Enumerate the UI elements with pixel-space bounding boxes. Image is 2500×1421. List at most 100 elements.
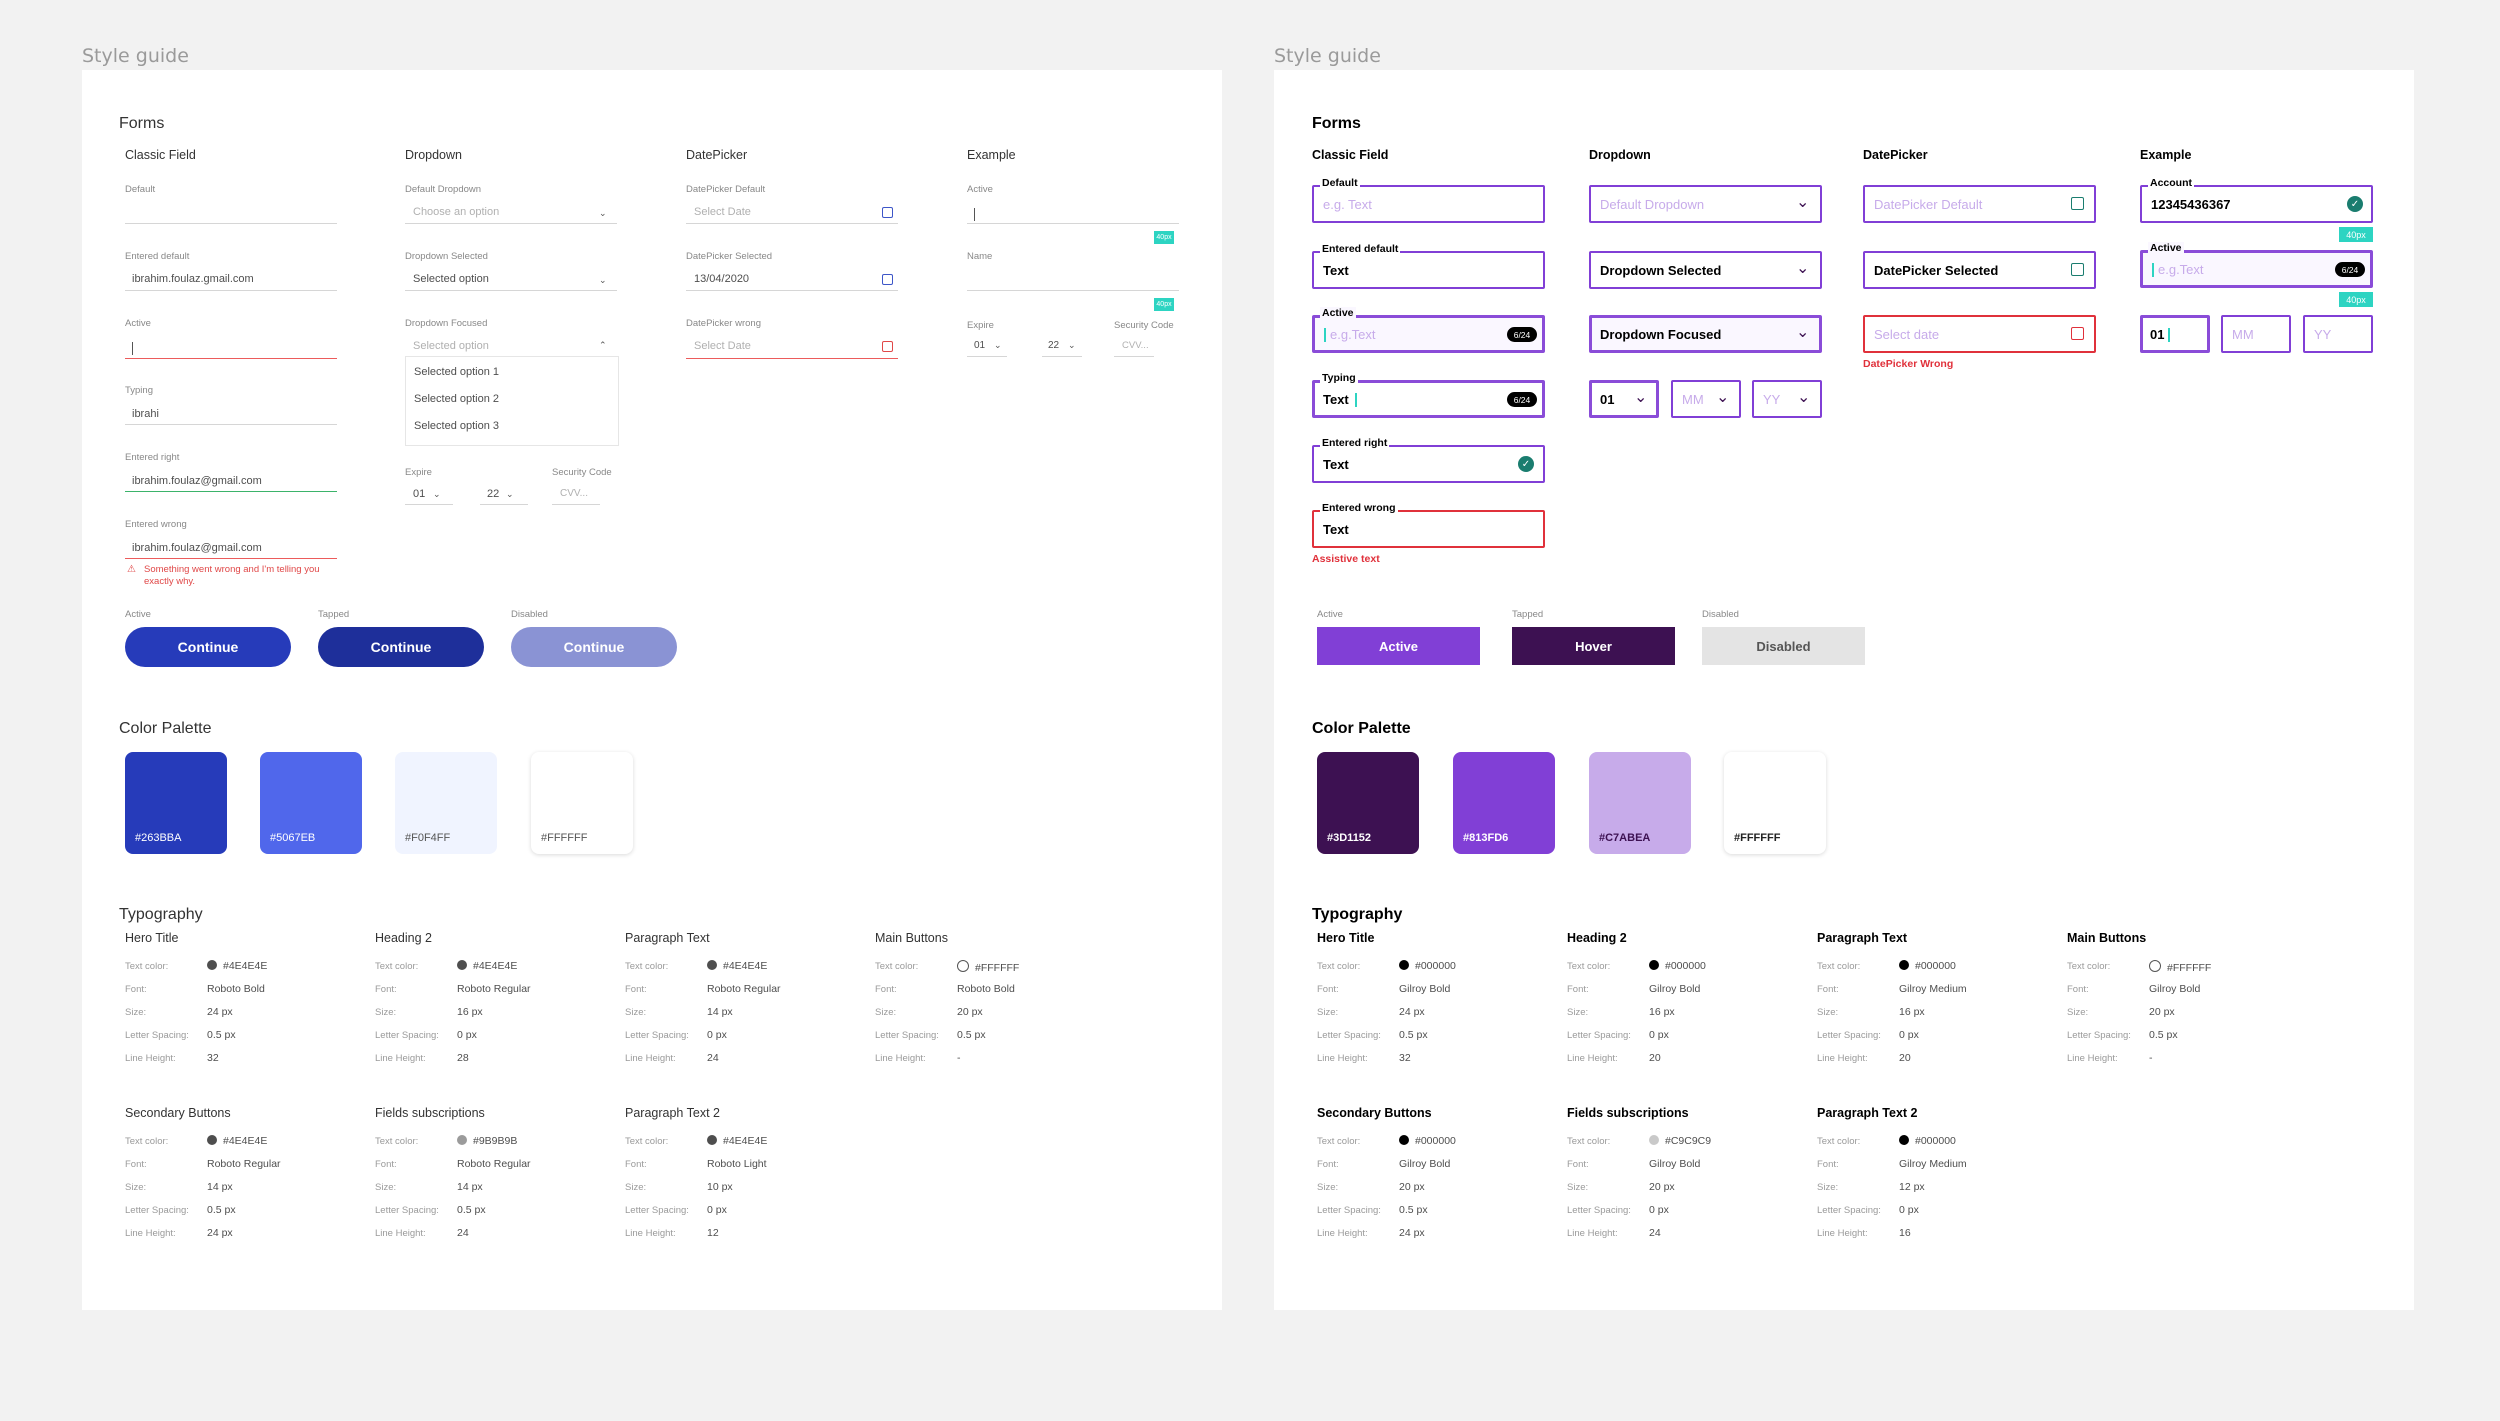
hover-button[interactable]: Hover: [1512, 627, 1675, 665]
dropdown-option[interactable]: Selected option 2: [414, 393, 500, 405]
typography-key: Letter Spacing:: [1317, 1030, 1381, 1041]
active-button[interactable]: Active: [1317, 627, 1480, 665]
typography-key: Letter Spacing:: [875, 1030, 939, 1041]
typography-value: 0 px: [1899, 1029, 1919, 1041]
chevron-down-icon: ⌄: [994, 340, 1002, 350]
expire-month[interactable]: 01: [413, 488, 426, 500]
example-active-field[interactable]: [967, 223, 1179, 224]
datepicker-selected[interactable]: [686, 290, 898, 291]
typography-key: Text color:: [375, 961, 419, 972]
entered-wrong-field[interactable]: [1312, 510, 1545, 548]
typography-style-name: Main Buttons: [875, 931, 948, 945]
typography-value: #FFFFFF: [957, 960, 1019, 974]
typography-style-name: Hero Title: [1317, 931, 1375, 945]
typography-value: 12: [707, 1227, 719, 1239]
default-field[interactable]: [125, 223, 337, 224]
expire-year[interactable]: 22: [487, 488, 500, 500]
entered-default-field[interactable]: [1312, 251, 1545, 289]
entered-right-value[interactable]: ibrahim.foulaz@gmail.com: [132, 475, 262, 487]
month-placeholder: MM: [1682, 392, 1704, 407]
calendar-icon[interactable]: [882, 207, 893, 218]
datepicker-selected[interactable]: [1863, 251, 2096, 289]
field-label: Active: [125, 318, 151, 329]
calendar-icon[interactable]: [2071, 263, 2084, 276]
typography-key: Size:: [375, 1007, 397, 1018]
entered-wrong-value[interactable]: ibrahim.foulaz@gmail.com: [132, 542, 262, 554]
year-field[interactable]: [2303, 315, 2373, 353]
cvv-placeholder[interactable]: CVV...: [560, 488, 588, 499]
field-label: DatePicker wrong: [686, 318, 761, 329]
button-state-label: Disabled: [1702, 609, 1739, 620]
calendar-icon[interactable]: [2071, 327, 2084, 340]
field-label: Active: [1320, 307, 1356, 319]
dropdown-focused[interactable]: [1589, 315, 1822, 353]
typing-field[interactable]: [1312, 380, 1545, 418]
dropdown-selected[interactable]: [405, 290, 617, 291]
day-dropdown[interactable]: [1589, 380, 1659, 418]
typography-title: Typography: [119, 906, 203, 923]
dropdown-option[interactable]: Selected option 1: [414, 366, 500, 378]
dropdown-option[interactable]: Selected option 3: [414, 420, 500, 432]
datepicker-default[interactable]: [1863, 185, 2096, 223]
typography-color-value: #000000: [1415, 1135, 1456, 1147]
datepicker-default[interactable]: [686, 223, 898, 224]
typography-value: 24: [707, 1052, 719, 1064]
calendar-icon[interactable]: [2071, 197, 2084, 210]
month-dropdown[interactable]: [1671, 380, 1741, 418]
example-name-field[interactable]: [967, 290, 1179, 291]
day-field[interactable]: [2140, 315, 2210, 353]
frame-title-right: Style guide: [1274, 45, 1381, 67]
typography-value: Gilroy Medium: [1899, 983, 1967, 995]
typography-value: 24 px: [1399, 1227, 1425, 1239]
calendar-icon[interactable]: [882, 274, 893, 285]
continue-button-active[interactable]: Continue: [125, 627, 291, 667]
typography-key: Text color:: [125, 1136, 169, 1147]
field-underline-error: [125, 558, 337, 559]
typography-value: 0 px: [457, 1029, 477, 1041]
dropdown-default[interactable]: [1589, 185, 1822, 223]
typography-key: Size:: [1317, 1007, 1339, 1018]
typography-value: Gilroy Bold: [2149, 983, 2201, 995]
month-field[interactable]: [2221, 315, 2291, 353]
typography-key: Size:: [875, 1007, 897, 1018]
cvv-placeholder[interactable]: CVV...: [1122, 340, 1149, 351]
color-swatch: #3D1152: [1317, 752, 1419, 854]
typography-key: Font:: [625, 1159, 647, 1170]
account-field[interactable]: [2140, 185, 2373, 223]
field-label: Entered right: [1320, 437, 1390, 449]
dropdown-default[interactable]: [405, 223, 617, 224]
typography-key: Size:: [1817, 1007, 1839, 1018]
calendar-icon[interactable]: [882, 341, 893, 352]
active-field[interactable]: [125, 358, 337, 359]
char-counter: 6/24: [2335, 262, 2365, 277]
chevron-down-icon: ⌄: [506, 489, 514, 499]
entered-default-value[interactable]: ibrahim.foulaz.gmail.com: [132, 273, 254, 285]
continue-button-tapped[interactable]: Continue: [318, 627, 484, 667]
text-cursor: [1355, 393, 1357, 407]
typography-key: Font:: [2067, 984, 2089, 995]
expire-year[interactable]: 22: [1048, 340, 1060, 351]
dropdown-selected[interactable]: [1589, 251, 1822, 289]
field-label: Default: [1320, 177, 1360, 189]
active-field[interactable]: [1312, 315, 1545, 353]
typography-value: Roboto Regular: [207, 1158, 281, 1170]
typography-value: 0.5 px: [1399, 1029, 1428, 1041]
typing-value[interactable]: ibrahi: [132, 408, 159, 420]
datepicker-wrong[interactable]: [1863, 315, 2096, 353]
default-field[interactable]: [1312, 185, 1545, 223]
typography-value: 0 px: [1649, 1029, 1669, 1041]
datepicker-wrong[interactable]: [686, 358, 898, 359]
year-dropdown[interactable]: [1752, 380, 1822, 418]
example-active-field[interactable]: [2140, 250, 2373, 288]
chevron-down-icon: ⌄: [1797, 389, 1811, 406]
month-placeholder: MM: [2232, 327, 2254, 342]
swatch-label: #F0F4FF: [405, 832, 451, 844]
typography-value: 0.5 px: [1399, 1204, 1428, 1216]
classic-field-heading: Classic Field: [125, 148, 196, 162]
entered-right-field[interactable]: [1312, 445, 1545, 483]
expire-month[interactable]: 01: [974, 340, 986, 351]
field-label: Default: [125, 184, 156, 195]
datepicker-wrong-placeholder: Select date: [1874, 327, 1940, 342]
typography-color-value: #FFFFFF: [2167, 962, 2212, 974]
typography-color-value: #000000: [1915, 1135, 1956, 1147]
